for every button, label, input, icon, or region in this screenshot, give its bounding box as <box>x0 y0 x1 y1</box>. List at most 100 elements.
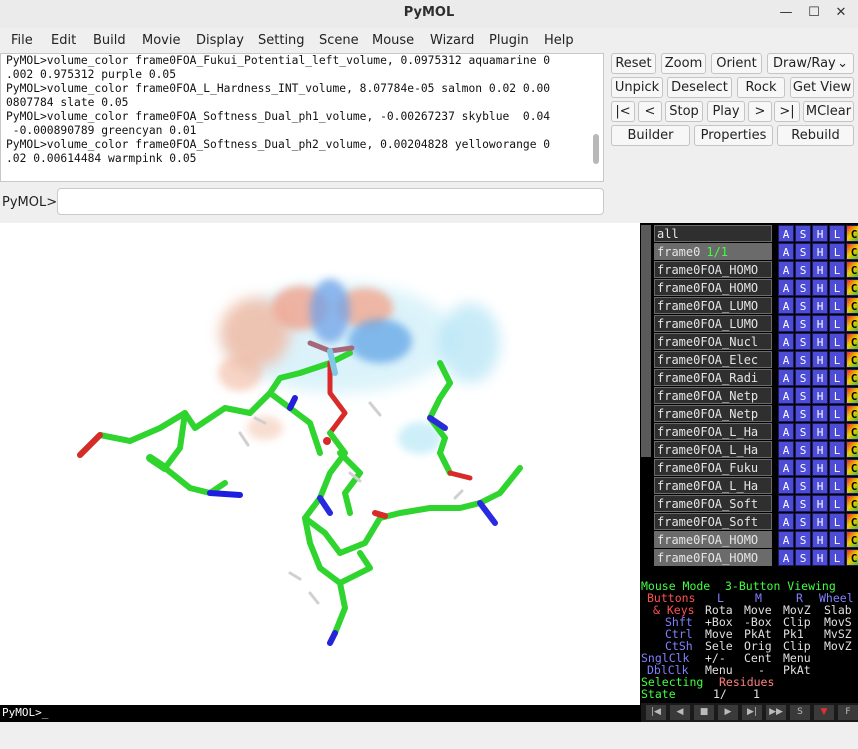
object-row[interactable]: frame0FOA_Fuku A S H L C <box>654 459 858 476</box>
hide-button[interactable]: H <box>812 279 828 296</box>
action-button[interactable]: A <box>778 279 794 296</box>
color-button[interactable]: C <box>846 279 858 296</box>
label-button[interactable]: L <box>829 441 845 458</box>
object-row[interactable]: frame0FOA_L_Ha A S H L C <box>654 441 858 458</box>
rewind-button[interactable]: |< <box>611 101 635 122</box>
show-button[interactable]: S <box>795 459 811 476</box>
hide-button[interactable]: H <box>812 423 828 440</box>
show-button[interactable]: S <box>795 477 811 494</box>
selecting-value[interactable]: Residues <box>719 675 775 689</box>
console-output[interactable]: PyMOL>volume_color frame0FOA_Fukui_Poten… <box>0 53 604 182</box>
action-button[interactable]: A <box>778 513 794 530</box>
get-view-button[interactable]: Get View <box>790 77 854 98</box>
show-button[interactable]: S <box>795 531 811 548</box>
play-icon[interactable]: ▶ <box>718 705 738 720</box>
object-name[interactable]: frame0FOA_LUMO <box>654 315 772 332</box>
hide-button[interactable]: H <box>812 477 828 494</box>
hide-button[interactable]: H <box>812 333 828 350</box>
color-button[interactable]: C <box>846 459 858 476</box>
unpick-button[interactable]: Unpick <box>611 77 663 98</box>
builder-button[interactable]: Builder <box>611 125 690 146</box>
show-button[interactable]: S <box>795 243 811 260</box>
menu-setting[interactable]: Setting <box>258 33 305 48</box>
object-name[interactable]: frame0 1/1 <box>654 243 772 260</box>
scene-menu-icon[interactable]: ▼ <box>814 705 834 720</box>
object-name[interactable]: frame0FOA_Nucl <box>654 333 772 350</box>
zoom-button[interactable]: Zoom <box>661 53 706 74</box>
show-button[interactable]: S <box>795 513 811 530</box>
label-button[interactable]: L <box>829 423 845 440</box>
label-button[interactable]: L <box>829 243 845 260</box>
action-button[interactable]: A <box>778 405 794 422</box>
mouse-mode-value[interactable]: 3-Button Viewing <box>725 579 836 593</box>
menu-edit[interactable]: Edit <box>51 33 77 48</box>
color-button[interactable]: C <box>846 549 858 566</box>
label-button[interactable]: L <box>829 315 845 332</box>
object-name[interactable]: frame0FOA_HOMO <box>654 279 772 296</box>
show-button[interactable]: S <box>795 225 811 242</box>
show-button[interactable]: S <box>795 297 811 314</box>
label-button[interactable]: L <box>829 405 845 422</box>
label-button[interactable]: L <box>829 459 845 476</box>
object-name[interactable]: frame0FOA_LUMO <box>654 297 772 314</box>
hide-button[interactable]: H <box>812 261 828 278</box>
show-button[interactable]: S <box>795 315 811 332</box>
object-row[interactable]: frame0FOA_Netp A S H L C <box>654 387 858 404</box>
reset-button[interactable]: Reset <box>611 53 656 74</box>
action-button[interactable]: A <box>778 477 794 494</box>
action-button[interactable]: A <box>778 495 794 512</box>
stop-icon[interactable]: ■ <box>694 705 714 720</box>
scene-icon[interactable]: S <box>790 705 810 720</box>
color-button[interactable]: C <box>846 441 858 458</box>
color-button[interactable]: C <box>846 405 858 422</box>
show-button[interactable]: S <box>795 387 811 404</box>
menu-file[interactable]: File <box>11 33 33 48</box>
color-button[interactable]: C <box>846 477 858 494</box>
color-button[interactable]: C <box>846 369 858 386</box>
label-button[interactable]: L <box>829 279 845 296</box>
show-button[interactable]: S <box>795 495 811 512</box>
hide-button[interactable]: H <box>812 495 828 512</box>
end-icon[interactable]: ▶▶ <box>766 705 786 720</box>
hide-button[interactable]: H <box>812 513 828 530</box>
action-button[interactable]: A <box>778 423 794 440</box>
label-button[interactable]: L <box>829 333 845 350</box>
object-row[interactable]: frame0FOA_LUMO A S H L C <box>654 297 858 314</box>
stop-button[interactable]: Stop <box>665 101 703 122</box>
action-button[interactable]: A <box>778 351 794 368</box>
label-button[interactable]: L <box>829 549 845 566</box>
show-button[interactable]: S <box>795 549 811 566</box>
menu-scene[interactable]: Scene <box>319 33 359 48</box>
label-button[interactable]: L <box>829 513 845 530</box>
color-button[interactable]: C <box>846 423 858 440</box>
rewind-icon[interactable]: |◀ <box>646 705 666 720</box>
menu-build[interactable]: Build <box>93 33 126 48</box>
menu-help[interactable]: Help <box>544 33 574 48</box>
hide-button[interactable]: H <box>812 405 828 422</box>
mclear-button[interactable]: MClear <box>803 101 854 122</box>
color-button[interactable]: C <box>846 531 858 548</box>
show-button[interactable]: S <box>795 441 811 458</box>
object-name[interactable]: frame0FOA_Fuku <box>654 459 772 476</box>
close-icon[interactable]: ✕ <box>835 5 847 20</box>
show-button[interactable]: S <box>795 369 811 386</box>
color-button[interactable]: C <box>846 261 858 278</box>
hide-button[interactable]: H <box>812 387 828 404</box>
action-button[interactable]: A <box>778 459 794 476</box>
label-button[interactable]: L <box>829 351 845 368</box>
step-forward-icon[interactable]: ▶| <box>742 705 762 720</box>
draw-ray-dropdown[interactable]: Draw/Ray ⌄ <box>767 53 854 74</box>
object-row[interactable]: frame0FOA_HOMO A S H L C <box>654 261 858 278</box>
label-button[interactable]: L <box>829 477 845 494</box>
hide-button[interactable]: H <box>812 531 828 548</box>
object-name[interactable]: frame0FOA_L_Ha <box>654 423 772 440</box>
action-button[interactable]: A <box>778 261 794 278</box>
show-button[interactable]: S <box>795 405 811 422</box>
object-name[interactable]: frame0FOA_Soft <box>654 495 772 512</box>
action-button[interactable]: A <box>778 369 794 386</box>
molecule-viewer[interactable] <box>0 223 640 705</box>
show-button[interactable]: S <box>795 279 811 296</box>
object-name[interactable]: frame0FOA_L_Ha <box>654 441 772 458</box>
object-row[interactable]: frame0FOA_Elec A S H L C <box>654 351 858 368</box>
object-row[interactable]: frame0FOA_Soft A S H L C <box>654 495 858 512</box>
